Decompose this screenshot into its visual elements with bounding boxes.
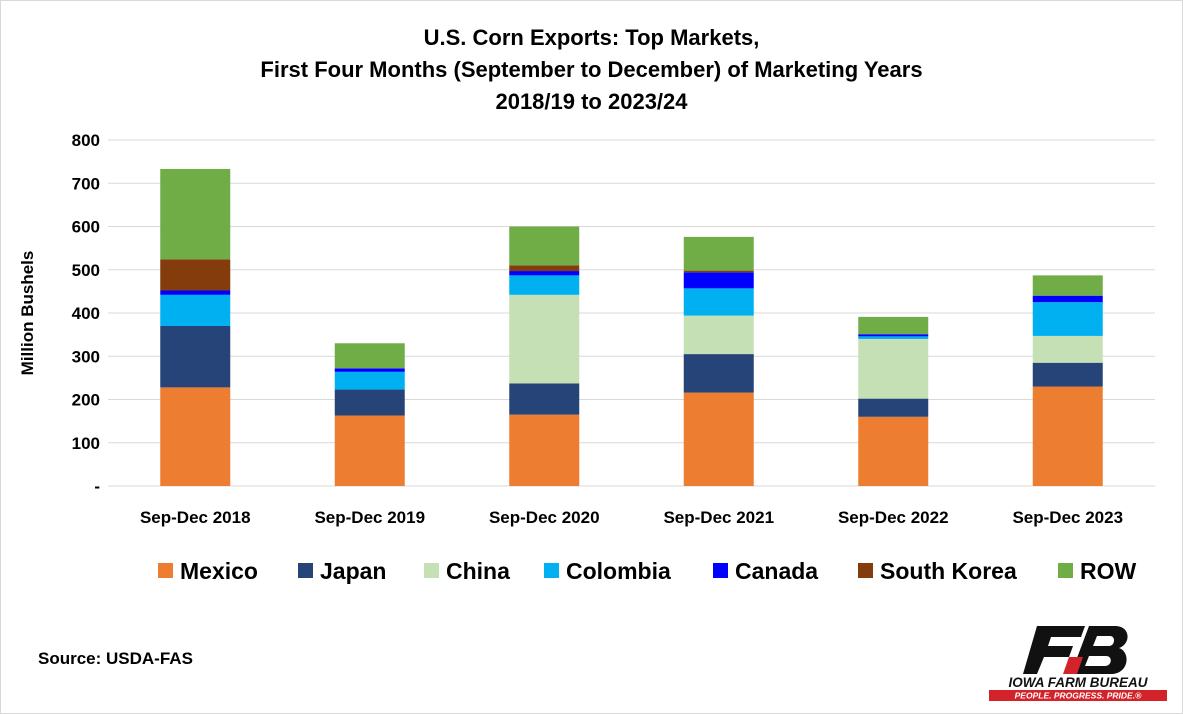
- bar-mexico: [683, 392, 754, 486]
- legend-label: Canada: [735, 558, 818, 584]
- y-tick-label: -: [94, 477, 100, 496]
- bar-mexico: [1032, 386, 1103, 486]
- bar-china: [683, 315, 754, 355]
- bar-colombia: [509, 275, 580, 295]
- legend-swatch: [298, 563, 313, 578]
- bar-mexico: [160, 387, 231, 486]
- y-tick-label: 300: [72, 347, 100, 366]
- fb-mark-icon: [1023, 626, 1128, 674]
- bar-row: [683, 236, 754, 271]
- bar-canada: [858, 334, 929, 337]
- bar-japan: [1032, 362, 1103, 387]
- bar-china: [1032, 335, 1103, 363]
- x-tick-label: Sep-Dec 2019: [314, 508, 425, 527]
- bar-south-korea: [509, 265, 580, 272]
- bar-row: [160, 168, 231, 260]
- legend-swatch: [713, 563, 728, 578]
- bar-canada: [509, 271, 580, 276]
- legend-label: Mexico: [180, 558, 258, 584]
- legend-label: South Korea: [880, 558, 1017, 584]
- bar-japan: [858, 398, 929, 417]
- bar-colombia: [858, 336, 929, 339]
- source-note: Source: USDA-FAS: [38, 649, 193, 668]
- bar-china: [509, 294, 580, 384]
- bar-mexico: [858, 416, 929, 486]
- y-tick-label: 800: [72, 131, 100, 150]
- bar-colombia: [334, 371, 405, 390]
- bar-row: [1032, 275, 1103, 296]
- bar-south-korea: [160, 259, 231, 291]
- bar-colombia: [160, 294, 231, 326]
- bar-japan: [160, 325, 231, 388]
- x-tick-label: Sep-Dec 2023: [1012, 508, 1123, 527]
- logo-tagline-band: [989, 690, 1167, 701]
- bar-mexico: [334, 415, 405, 486]
- legend-swatch: [544, 563, 559, 578]
- legend-swatch: [158, 563, 173, 578]
- x-tick-label: Sep-Dec 2020: [489, 508, 600, 527]
- y-tick-label: 700: [72, 174, 100, 193]
- bar-china: [858, 338, 929, 399]
- legend-swatch: [858, 563, 873, 578]
- y-tick-label: 500: [72, 261, 100, 280]
- legend-swatch: [1058, 563, 1073, 578]
- bar-colombia: [683, 288, 754, 316]
- iowa-farm-bureau-logo: IOWA FARM BUREAU PEOPLE. PROGRESS. PRIDE…: [989, 626, 1167, 701]
- bar-row: [858, 316, 929, 335]
- bar-canada: [683, 272, 754, 289]
- legend-label: ROW: [1080, 558, 1137, 584]
- y-tick-label: 400: [72, 304, 100, 323]
- y-tick-label: 200: [72, 391, 100, 410]
- bar-japan: [683, 354, 754, 393]
- bar-south-korea: [683, 270, 754, 273]
- legend-swatch: [424, 563, 439, 578]
- title-line-2: First Four Months (September to December…: [260, 57, 923, 82]
- x-tick-label: Sep-Dec 2022: [838, 508, 949, 527]
- bar-canada: [334, 368, 405, 372]
- x-tick-label: Sep-Dec 2021: [663, 508, 774, 527]
- bar-row: [334, 343, 405, 369]
- title-line-1: U.S. Corn Exports: Top Markets,: [423, 25, 760, 50]
- y-tick-label: 100: [72, 434, 100, 453]
- bar-colombia: [1032, 302, 1103, 336]
- legend-label: Japan: [320, 558, 386, 584]
- legend-label: Colombia: [566, 558, 671, 584]
- logo-tagline: PEOPLE. PROGRESS. PRIDE.®: [1015, 691, 1142, 701]
- logo-name: IOWA FARM BUREAU: [1009, 675, 1149, 690]
- bar-japan: [509, 383, 580, 415]
- title-line-3: 2018/19 to 2023/24: [495, 89, 688, 114]
- y-tick-label: 600: [72, 218, 100, 237]
- y-axis-label: Million Bushels: [18, 251, 37, 376]
- bar-japan: [334, 389, 405, 416]
- x-tick-label: Sep-Dec 2018: [140, 508, 251, 527]
- legend-label: China: [446, 558, 510, 584]
- bar-canada: [160, 290, 231, 295]
- bar-canada: [1032, 295, 1103, 303]
- bar-row: [509, 226, 580, 266]
- chart-title: U.S. Corn Exports: Top Markets, First Fo…: [0, 22, 1183, 118]
- bar-mexico: [509, 414, 580, 486]
